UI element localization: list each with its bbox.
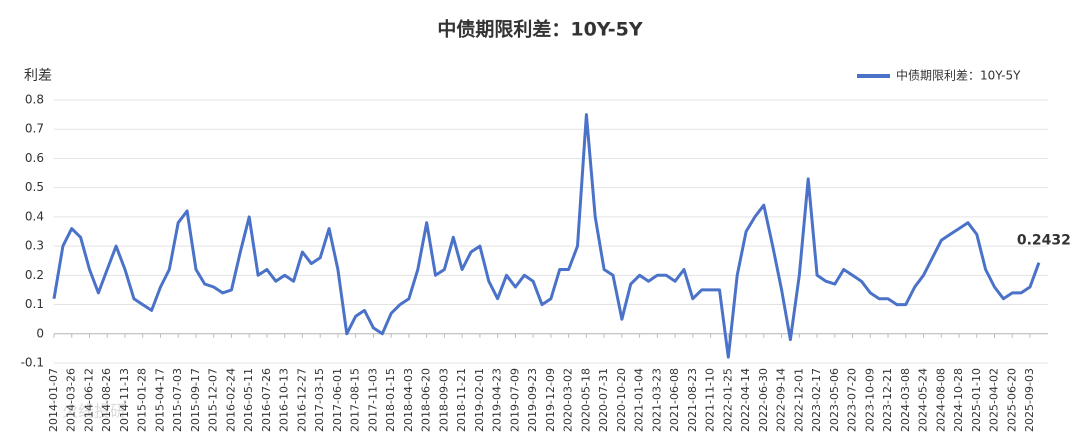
- y-tick-label: 0.3: [25, 239, 44, 253]
- x-tick-label: 2022-04-14: [739, 368, 752, 432]
- y-tick-label: 0.2: [25, 268, 44, 282]
- y-tick-label: 0: [36, 326, 44, 340]
- y-tick-label: -0.1: [21, 356, 44, 370]
- x-tick-label: 2021-03-23: [650, 368, 663, 432]
- x-tick-label: 2018-06-20: [420, 368, 433, 432]
- x-tick-label: 2023-10-09: [863, 368, 876, 432]
- x-tick-label: 2017-11-03: [366, 368, 379, 432]
- x-tick-label: 2022-12-01: [792, 368, 805, 432]
- x-tick-label: 2020-05-18: [579, 368, 592, 432]
- x-tick-label: 2025-06-20: [1005, 368, 1018, 432]
- y-tick-label: 0.5: [25, 180, 44, 194]
- x-tick-label: 2025-01-10: [970, 368, 983, 432]
- x-tick-label: 2019-07-09: [508, 368, 521, 432]
- x-tick-label: 2025-09-03: [1023, 368, 1036, 432]
- legend-label: 中债期限利差：10Y-5Y: [896, 68, 1021, 83]
- x-tick-label: 2014-03-26: [65, 368, 78, 432]
- x-tick-label: 2017-06-01: [331, 368, 344, 432]
- x-tick-label: 2024-03-08: [899, 368, 912, 432]
- x-tick-label: 2023-05-06: [828, 368, 841, 432]
- x-tick-label: 2014-01-07: [47, 368, 60, 432]
- x-tick-label: 2024-08-08: [934, 368, 947, 432]
- x-tick-label: 2021-08-23: [686, 368, 699, 432]
- x-tick-label: 2015-04-17: [153, 368, 166, 432]
- y-tick-label: 0.1: [25, 297, 44, 311]
- x-tick-label: 2021-06-08: [668, 368, 681, 432]
- x-tick-label: 2017-08-15: [349, 368, 362, 432]
- x-tick-label: 2019-04-23: [491, 368, 504, 432]
- x-tick-label: 2017-03-15: [313, 368, 326, 432]
- x-tick-label: 2021-11-10: [704, 368, 717, 432]
- x-tick-label: 2018-09-03: [437, 368, 450, 432]
- x-tick-label: 2019-02-01: [473, 368, 486, 432]
- x-tick-label: 2022-09-14: [775, 368, 788, 432]
- x-tick-label: 2016-05-11: [242, 368, 255, 432]
- x-tick-label: 2015-07-03: [171, 368, 184, 432]
- y-tick-label: 0.4: [25, 209, 44, 223]
- y-tick-label: 0.7: [25, 122, 44, 136]
- x-tick-label: 2023-02-17: [810, 368, 823, 432]
- x-tick-label: 2015-01-28: [136, 368, 149, 432]
- x-tick-label: 2014-11-13: [118, 368, 131, 432]
- x-tick-label: 2014-08-26: [100, 368, 113, 432]
- x-tick-label: 2014-06-12: [82, 368, 95, 432]
- data-line: [52, 113, 1041, 359]
- x-tick-label: 2020-07-31: [597, 368, 610, 432]
- value-label: 0.2432: [1017, 233, 1071, 249]
- y-axis-title: 利差: [24, 68, 52, 84]
- x-tick-label: 2018-11-21: [455, 368, 468, 432]
- x-tick-label: 2025-04-02: [988, 368, 1001, 432]
- y-tick-label: 0.6: [25, 151, 44, 165]
- y-tick-label: 0.8: [25, 93, 44, 107]
- chart-title: 中债期限利差：10Y-5Y: [437, 18, 643, 41]
- x-tick-label: 2015-12-07: [207, 368, 220, 432]
- x-tick-label: 2016-07-26: [260, 368, 273, 432]
- watermark: 火线投研: [62, 402, 126, 421]
- x-tick-label: 2018-04-03: [402, 368, 415, 432]
- x-tick-label: 2020-10-20: [615, 368, 628, 432]
- x-tick-label: 2022-06-30: [757, 368, 770, 432]
- x-tick-label: 2023-12-21: [881, 368, 894, 432]
- x-tick-label: 2024-05-24: [917, 368, 930, 432]
- x-tick-label: 2024-10-28: [952, 368, 965, 432]
- x-tick-label: 2016-12-27: [295, 368, 308, 432]
- x-tick-label: 2021-01-04: [633, 368, 646, 432]
- x-tick-label: 2019-12-09: [544, 368, 557, 432]
- x-tick-label: 2022-01-25: [721, 368, 734, 432]
- x-tick-label: 2016-10-13: [278, 368, 291, 432]
- x-tick-label: 2018-01-15: [384, 368, 397, 432]
- x-tick-label: 2020-03-02: [562, 368, 575, 432]
- x-tick-label: 2015-09-17: [189, 368, 202, 432]
- x-tick-label: 2016-02-24: [224, 368, 237, 432]
- x-tick-label: 2019-09-23: [526, 368, 539, 432]
- x-tick-label: 2023-07-20: [846, 368, 859, 432]
